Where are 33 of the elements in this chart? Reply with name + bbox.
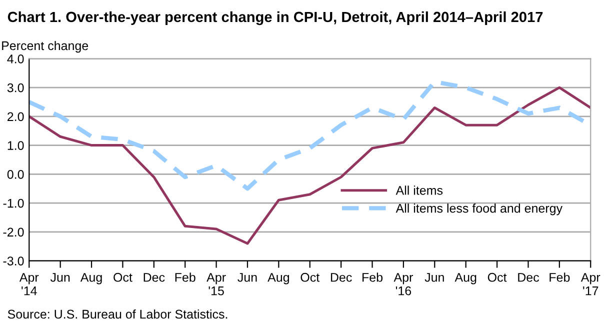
x-tick-label: Dec xyxy=(330,273,352,282)
x-tick-label: Jun xyxy=(424,273,444,282)
legend-label: All items xyxy=(396,186,443,195)
x-tick-label: Apr '17 xyxy=(580,273,600,296)
x-tick-label: Dec xyxy=(518,273,540,282)
chart-title: Chart 1. Over-the-year percent change in CPI-U, Detroit, April 2014–April 2017 xyxy=(8,11,543,26)
x-tick-label: Dec xyxy=(144,273,165,282)
y-tick-label: -2.0 xyxy=(3,228,24,237)
x-tick-label: Oct xyxy=(488,272,507,282)
y-tick-label: 4.0 xyxy=(7,54,24,64)
source-note: Source: U.S. Bureau of Labor Statistics. xyxy=(8,309,228,319)
y-axis-title: Percent change xyxy=(2,40,88,53)
x-tick-label: Aug xyxy=(268,273,289,284)
x-tick-label: Oct xyxy=(300,272,320,282)
y-tick-label: -3.0 xyxy=(3,256,24,266)
legend-label: All items less food and energy xyxy=(396,204,563,216)
y-tick-label: 3.0 xyxy=(7,83,24,92)
x-tick-label: Feb xyxy=(362,272,383,282)
y-tick-label: 0.0 xyxy=(7,170,24,179)
x-tick-label: Jun xyxy=(50,273,70,282)
line-series xyxy=(29,86,591,245)
y-tick-label: 1.0 xyxy=(8,141,24,150)
x-tick-label: Feb xyxy=(550,272,570,282)
y-tick-label: 2.0 xyxy=(8,112,24,122)
x-tick-label: Jun xyxy=(238,273,257,282)
x-tick-label: Aug xyxy=(80,273,102,284)
x-tick-label: Apr '16 xyxy=(394,273,413,296)
x-tick-label: Feb xyxy=(175,272,196,282)
x-tick-label: Oct xyxy=(114,272,132,282)
x-tick-label: Apr '14 xyxy=(19,273,39,296)
x-tick-label: Apr '15 xyxy=(206,273,226,296)
x-tick-label: Aug xyxy=(454,273,476,284)
y-tick-label: -1.0 xyxy=(3,198,24,208)
